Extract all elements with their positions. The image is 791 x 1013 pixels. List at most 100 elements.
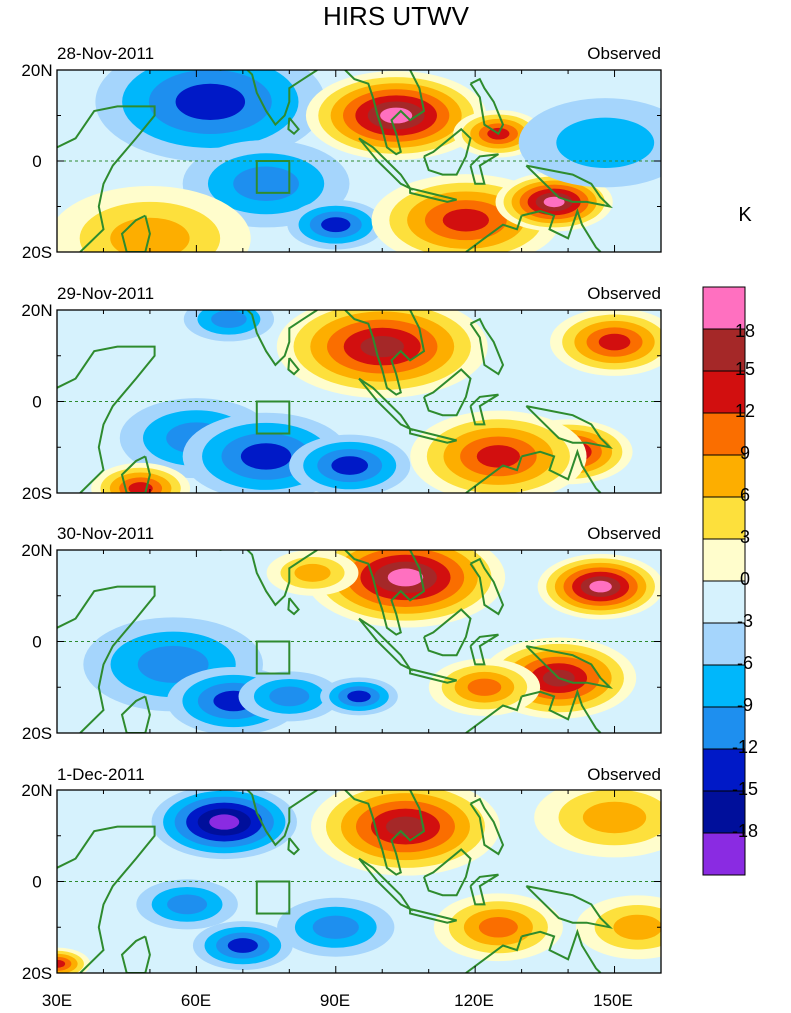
colorbar-tick-label: 0: [740, 569, 750, 589]
anomaly-feature: [151, 790, 297, 860]
anomaly-feature: [57, 186, 251, 252]
colorbar-swatch: [702, 580, 746, 624]
anomaly-feature: [550, 310, 661, 376]
anomaly-feature: [305, 71, 487, 160]
coastline: [469, 393, 499, 426]
colorbar-swatch: [702, 454, 746, 498]
y-tick-label: 20N: [21, 781, 52, 800]
contour-level: [137, 645, 209, 683]
axis-ticks: [56, 309, 662, 494]
panel-label: Observed: [587, 284, 661, 303]
coastline: [521, 448, 602, 493]
coastline: [423, 608, 472, 657]
coastline: [409, 908, 457, 924]
colorbar-tick-label: 3: [740, 527, 750, 547]
colorbar-tick-label: -9: [737, 695, 753, 715]
panel-label: Observed: [587, 524, 661, 543]
coastline: [219, 70, 318, 127]
y-tick-label: 20S: [22, 964, 52, 983]
contour-level: [294, 563, 331, 582]
coastline: [423, 848, 472, 897]
heat-field: [57, 310, 661, 493]
panel-label: Observed: [587, 44, 661, 63]
coastlines: [57, 550, 613, 733]
y-tick-label: 20S: [22, 724, 52, 743]
coastline: [120, 935, 151, 973]
contour-level: [589, 580, 612, 593]
contour-level: [543, 196, 565, 208]
contour-level: [613, 914, 661, 940]
colorbar-tick-label: 15: [735, 359, 755, 379]
anomaly-feature: [410, 410, 587, 493]
coastline: [219, 550, 318, 607]
colorbar-swatch: [702, 412, 746, 456]
colorbar-tick-label: 6: [740, 485, 750, 505]
colorbar-swatch: [702, 622, 746, 666]
colorbar-tick-label: -12: [732, 737, 758, 757]
contour-level: [211, 310, 247, 328]
contour-level: [385, 816, 425, 837]
anomaly-feature: [287, 199, 385, 250]
contour-level: [110, 217, 190, 252]
panel-4: 1-Dec-2011 Observed 20N 0 20S: [21, 765, 662, 983]
contour-level: [167, 894, 208, 915]
colorbar-tick-label: -3: [737, 611, 753, 631]
panel-date: 30-Nov-2011: [57, 524, 154, 543]
coastline: [344, 790, 426, 876]
coastline: [219, 790, 318, 847]
anomaly-feature: [495, 172, 613, 232]
coastlines: [57, 790, 613, 973]
panel-date: 28-Nov-2011: [57, 44, 154, 63]
y-tick-label: 0: [32, 633, 41, 652]
coastline: [521, 688, 602, 733]
contour-level: [269, 686, 310, 707]
coastline: [57, 825, 156, 973]
coastline: [120, 214, 151, 252]
colorbar-tick-label: 12: [735, 401, 755, 421]
contour-level: [387, 568, 424, 587]
anomaly-feature: [534, 790, 661, 858]
coastline: [469, 77, 505, 136]
coastline: [423, 127, 472, 176]
contour-level: [240, 443, 292, 470]
anomaly-feature: [277, 897, 395, 957]
coastline: [57, 105, 156, 252]
coastline: [57, 585, 156, 733]
anomaly-feature: [518, 98, 661, 188]
panel-field: 20N 0 20S: [21, 541, 662, 743]
x-tick-label: 120E: [454, 991, 494, 1010]
coastline: [525, 164, 613, 209]
y-tick-label: 20N: [21, 301, 52, 320]
coastline: [344, 310, 426, 396]
panel-field: 20N 0 20S: [21, 61, 662, 262]
coastline: [287, 837, 300, 856]
coastline: [409, 187, 457, 203]
contour-level: [312, 915, 359, 939]
y-tick-label: 0: [32, 873, 41, 892]
x-tick-label: 30E: [42, 991, 72, 1010]
coastline: [469, 153, 499, 185]
colorbar-swatch: [702, 538, 746, 582]
anomaly-feature: [433, 893, 563, 962]
coastline: [287, 357, 300, 376]
panel-date: 29-Nov-2011: [57, 284, 154, 303]
coastline: [525, 405, 613, 449]
heat-field: [57, 790, 661, 973]
y-tick-label: 0: [32, 152, 41, 171]
contour-level: [582, 801, 647, 834]
colorbar-tick-label: -15: [732, 779, 758, 799]
coastline: [521, 207, 602, 252]
coastline: [344, 550, 426, 636]
colorbar-swatch: [702, 496, 746, 540]
anomaly-feature: [192, 921, 293, 970]
anomaly-feature: [266, 550, 359, 596]
contour-level: [57, 959, 66, 968]
contour-level: [227, 938, 258, 953]
colorbar-swatch: [702, 706, 746, 750]
contour-level: [321, 217, 351, 233]
colorbar-labels: 18 15 12 9 6 3 0 -3 -6 -9 -12 -15 -18: [732, 321, 758, 841]
x-tick-label: 60E: [181, 991, 211, 1010]
colorbar-tick-label: -6: [737, 653, 753, 673]
y-tick-label: 20S: [22, 243, 52, 262]
